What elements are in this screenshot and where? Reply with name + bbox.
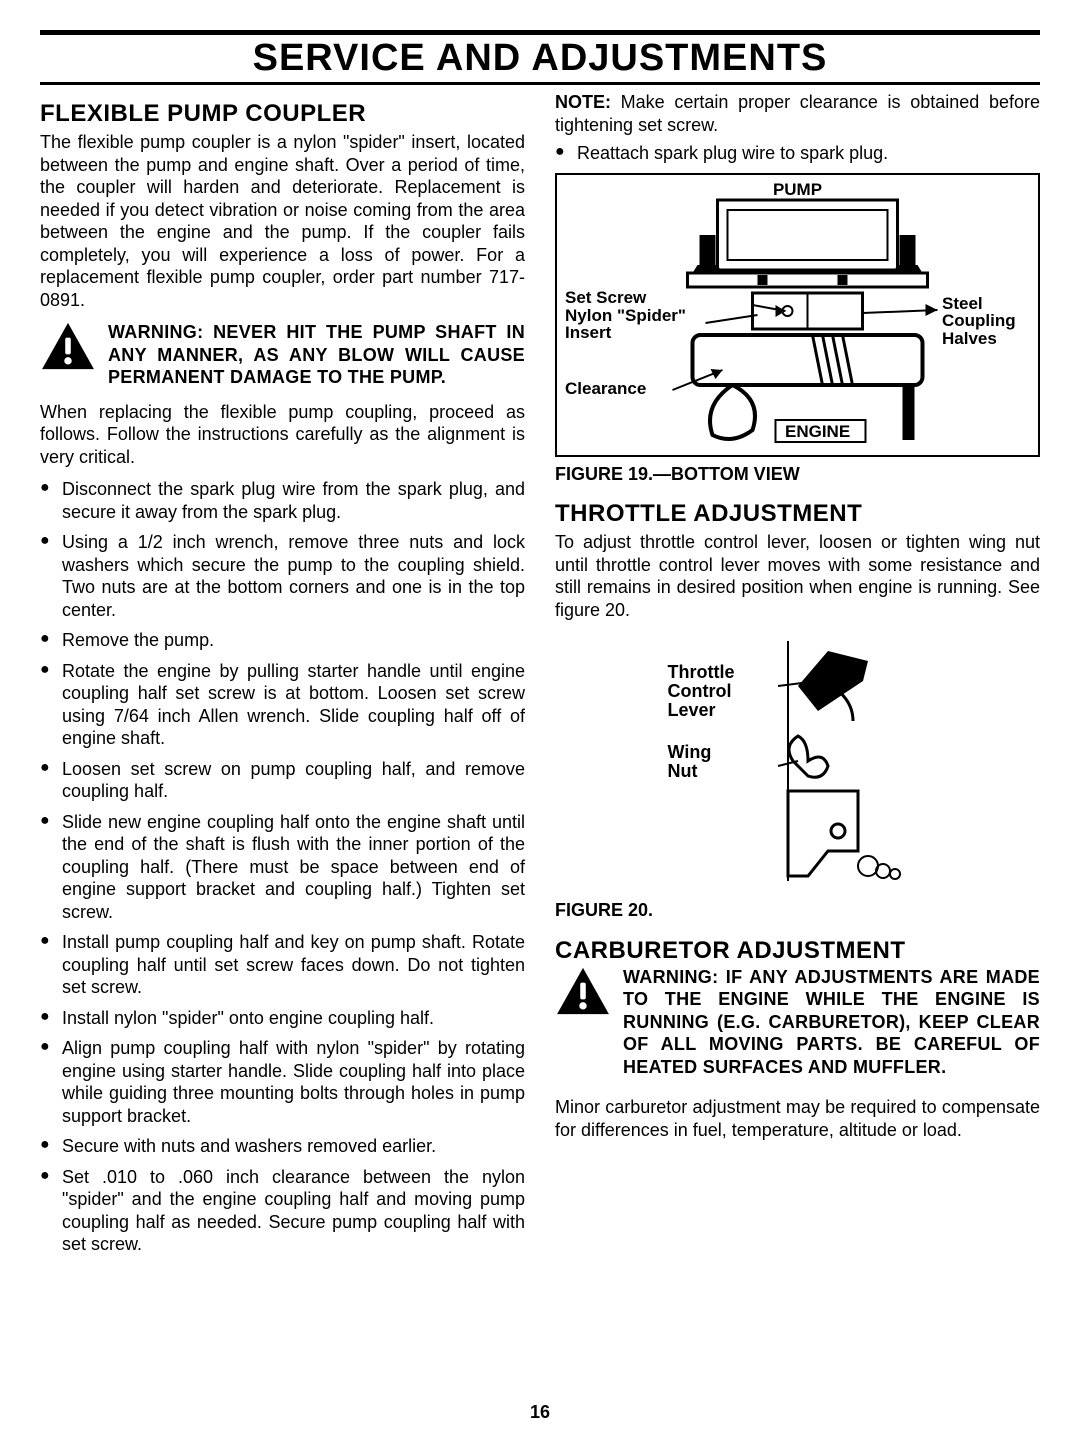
warning-text-1: WARNING: NEVER HIT THE PUMP SHAFT IN ANY… [108, 321, 525, 389]
figure-19-caption: FIGURE 19.—BOTTOM VIEW [555, 463, 1040, 486]
figure-20-caption: FIGURE 20. [555, 899, 1040, 922]
right-column: NOTE: Make certain proper clearance is o… [555, 91, 1040, 1264]
rule-top [40, 30, 1040, 35]
fig19-label-setscrew: Set Screw [565, 287, 646, 308]
note-line: NOTE: Make certain proper clearance is o… [555, 91, 1040, 136]
fig19-label-spider: Nylon "Spider" Insert [565, 307, 695, 343]
figure-19: PUMP Set Screw Nylon "Spider" Insert Cle… [555, 173, 1040, 457]
figure-20: Throttle Control Lever Wing Nut [555, 631, 1040, 891]
two-column-layout: FLEXIBLE PUMP COUPLER The flexible pump … [40, 91, 1040, 1264]
fig19-label-pump: PUMP [773, 179, 822, 200]
heading-throttle: THROTTLE ADJUSTMENT [555, 499, 1040, 529]
procedure-list: Disconnect the spark plug wire from the … [40, 478, 525, 1256]
procedure-intro: When replacing the flexible pump couplin… [40, 401, 525, 469]
heading-carburetor: CARBURETOR ADJUSTMENT [555, 936, 1040, 966]
warning-block-2: WARNING: IF ANY ADJUSTMENTS ARE MADE TO … [555, 966, 1040, 1079]
warning-triangle-icon [40, 321, 96, 371]
throttle-paragraph: To adjust throttle control lever, loosen… [555, 531, 1040, 621]
fig19-label-engine: ENGINE [785, 421, 850, 442]
list-item: Install pump coupling half and key on pu… [40, 931, 525, 999]
list-item: Set .010 to .060 inch clearance between … [40, 1166, 525, 1256]
list-item: Using a 1/2 inch wrench, remove three nu… [40, 531, 525, 621]
list-item: Reattach spark plug wire to spark plug. [555, 142, 1040, 165]
list-item: Loosen set screw on pump coupling half, … [40, 758, 525, 803]
warning-text-2: WARNING: IF ANY ADJUSTMENTS ARE MADE TO … [623, 966, 1040, 1079]
fig19-label-steel: Steel Coupling Halves [942, 295, 1032, 349]
fig20-label-wingnut: Wing Nut [668, 743, 728, 781]
list-item: Rotate the engine by pulling starter han… [40, 660, 525, 750]
note-label: NOTE: [555, 92, 611, 112]
heading-flexible-coupler: FLEXIBLE PUMP COUPLER [40, 99, 525, 129]
list-item: Install nylon "spider" onto engine coupl… [40, 1007, 525, 1030]
warning-block-1: WARNING: NEVER HIT THE PUMP SHAFT IN ANY… [40, 321, 525, 389]
manual-page: SERVICE AND ADJUSTMENTS FLEXIBLE PUMP CO… [0, 0, 1080, 1435]
page-title: SERVICE AND ADJUSTMENTS [40, 37, 1040, 80]
carburetor-paragraph: Minor carburetor adjustment may be requi… [555, 1096, 1040, 1141]
list-item: Disconnect the spark plug wire from the … [40, 478, 525, 523]
fig20-label-throttle: Throttle Control Lever [668, 663, 758, 720]
list-item: Remove the pump. [40, 629, 525, 652]
fig19-label-clearance: Clearance [565, 378, 646, 399]
left-column: FLEXIBLE PUMP COUPLER The flexible pump … [40, 91, 525, 1264]
intro-paragraph: The flexible pump coupler is a nylon "sp… [40, 131, 525, 311]
rule-bottom [40, 82, 1040, 85]
list-item: Align pump coupling half with nylon "spi… [40, 1037, 525, 1127]
reattach-list: Reattach spark plug wire to spark plug. [555, 142, 1040, 165]
list-item: Secure with nuts and washers removed ear… [40, 1135, 525, 1158]
note-text: Make certain proper clearance is obtaine… [555, 92, 1040, 135]
page-number: 16 [0, 1402, 1080, 1423]
list-item: Slide new engine coupling half onto the … [40, 811, 525, 924]
warning-triangle-icon [555, 966, 611, 1016]
